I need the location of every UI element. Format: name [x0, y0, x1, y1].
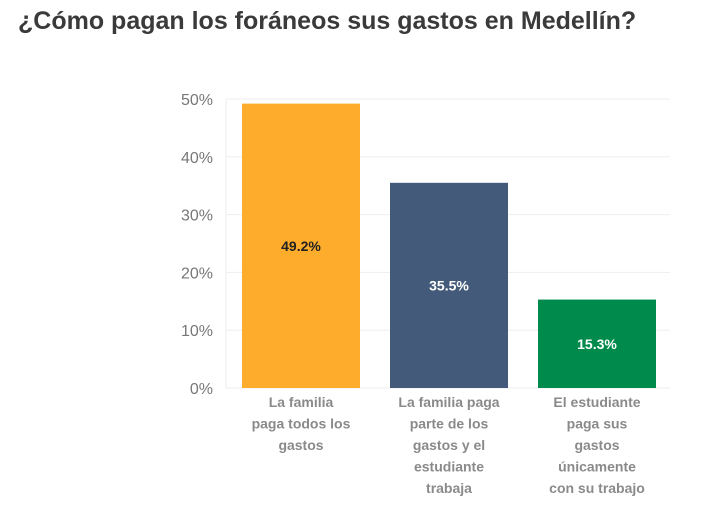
x-tick-label: La familia paga	[398, 394, 499, 410]
x-tick-label: gastos	[278, 437, 323, 453]
x-tick-label: gastos y el	[413, 437, 485, 453]
y-tick-label: 30%	[181, 208, 213, 225]
y-tick-label: 50%	[181, 92, 213, 109]
y-tick-label: 20%	[181, 265, 213, 282]
x-tick-label: gastos	[574, 437, 619, 453]
y-tick-label: 0%	[190, 381, 213, 398]
bar	[538, 299, 656, 388]
bar	[390, 182, 508, 388]
x-tick-label: únicamente	[558, 459, 636, 475]
x-tick-label: paga sus	[567, 416, 628, 432]
x-tick-label: trabaja	[426, 480, 472, 496]
x-tick-label: estudiante	[414, 459, 484, 475]
data-label: 35.5%	[429, 277, 469, 293]
data-label: 49.2%	[281, 238, 321, 254]
x-tick-label: La familia	[269, 394, 334, 410]
data-label: 15.3%	[577, 336, 617, 352]
chart-title: ¿Cómo pagan los foráneos sus gastos en M…	[18, 7, 637, 35]
x-tick-label: parte de los	[410, 416, 489, 432]
x-tick-label: El estudiante	[553, 394, 640, 410]
x-tick-label: paga todos los	[252, 416, 351, 432]
y-tick-label: 10%	[181, 323, 213, 340]
y-tick-label: 40%	[181, 150, 213, 167]
x-tick-label: con su trabajo	[549, 480, 645, 496]
bar	[242, 103, 360, 389]
